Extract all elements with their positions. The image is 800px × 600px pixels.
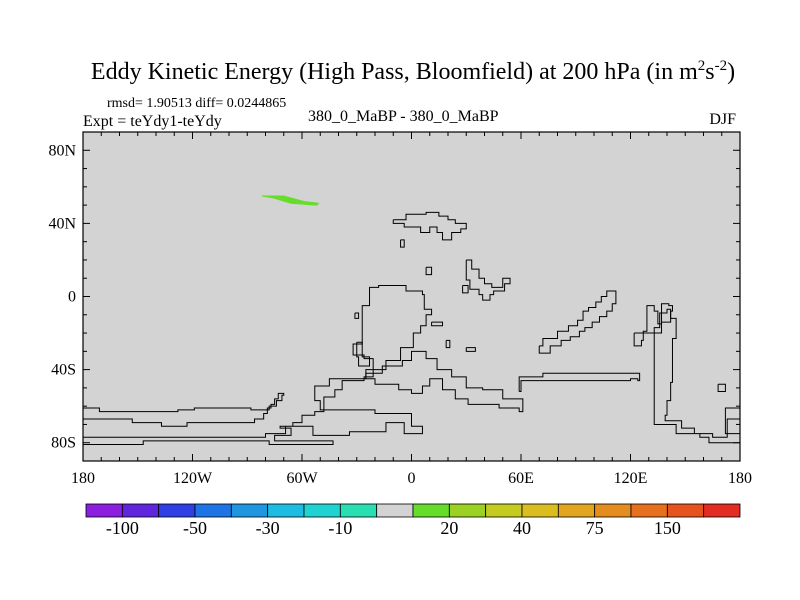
colorbar-label: -30 bbox=[256, 518, 280, 538]
coastline-1 bbox=[82, 285, 433, 446]
colorbar-swatch bbox=[303, 503, 341, 518]
coastline-4 bbox=[400, 239, 405, 248]
experiment-label: Expt = teYdy1-teYdy bbox=[83, 113, 222, 130]
colorbar-label: 75 bbox=[586, 518, 604, 538]
coastline-13 bbox=[518, 372, 641, 393]
colorbar-swatch bbox=[194, 503, 232, 518]
coastline-14 bbox=[538, 290, 617, 354]
colorbar-swatch bbox=[267, 503, 305, 518]
colorbar-swatch bbox=[630, 503, 668, 518]
coastline-9 bbox=[431, 321, 444, 327]
colorbar-label: -100 bbox=[106, 518, 139, 538]
title-sup-2: -2 bbox=[714, 58, 728, 74]
y-tick-label: 80S bbox=[51, 435, 76, 452]
coastline-8 bbox=[354, 312, 360, 319]
colorbar-swatch bbox=[412, 503, 450, 518]
coastline-6 bbox=[465, 259, 511, 301]
colorbar-swatch bbox=[594, 503, 632, 518]
colorbar-label: -10 bbox=[328, 518, 352, 538]
coastline-0 bbox=[83, 392, 285, 427]
map-background bbox=[83, 132, 740, 461]
colorbar-swatch bbox=[339, 503, 378, 518]
x-tick-label: 60E bbox=[508, 470, 534, 487]
y-tick-label: 40S bbox=[51, 362, 76, 379]
x-tick-label: 120E bbox=[614, 470, 648, 487]
colorbar-swatch bbox=[557, 503, 596, 518]
title-sup-1: 2 bbox=[697, 58, 706, 74]
colorbar-swatch bbox=[521, 503, 559, 518]
colorbar-swatch bbox=[121, 503, 160, 518]
coastline-10 bbox=[445, 339, 451, 349]
x-tick-label: 180 bbox=[728, 470, 752, 487]
coastline-11 bbox=[465, 347, 476, 352]
coastline-16 bbox=[653, 308, 741, 444]
colorbar-label: 40 bbox=[513, 518, 531, 538]
colorbar-swatch bbox=[703, 503, 741, 518]
colorbar-swatch bbox=[376, 503, 414, 518]
coastline-7 bbox=[462, 285, 469, 294]
x-tick-label: 120W bbox=[173, 470, 213, 487]
y-tick-label: 0 bbox=[68, 289, 76, 306]
x-tick-label: 180 bbox=[71, 470, 95, 487]
title-main: Eddy Kinetic Energy (High Pass, Bloomfie… bbox=[90, 59, 698, 85]
x-tick-label: 60W bbox=[286, 470, 318, 487]
coastline-5 bbox=[425, 266, 433, 276]
coastline-2 bbox=[356, 341, 371, 367]
y-tick-label: 80N bbox=[48, 142, 76, 159]
x-tick-label: 0 bbox=[408, 470, 416, 487]
title-end: ) bbox=[727, 59, 736, 85]
coastline-3 bbox=[392, 211, 467, 241]
title-mid: s bbox=[705, 59, 715, 85]
coastline-15 bbox=[633, 303, 673, 347]
colorbar-swatch bbox=[485, 503, 523, 518]
coastline-12 bbox=[365, 350, 524, 413]
colorbar-swatch bbox=[666, 503, 705, 518]
season-label: DJF bbox=[709, 111, 736, 128]
colorbar-label: 20 bbox=[440, 518, 458, 538]
colorbar-label: 150 bbox=[654, 518, 681, 538]
colorbar-swatch bbox=[158, 503, 196, 518]
colorbar-label: -50 bbox=[183, 518, 207, 538]
colorbar-swatch bbox=[230, 503, 269, 518]
anomaly-region-0 bbox=[261, 195, 320, 206]
coastline-17 bbox=[717, 383, 726, 393]
y-tick-label: 40N bbox=[48, 215, 76, 232]
figure-title: Eddy Kinetic Energy (High Pass, Bloomfie… bbox=[0, 58, 800, 86]
colorbar-swatch bbox=[448, 503, 487, 518]
colorbar-swatch bbox=[85, 503, 123, 518]
stats-label: rmsd= 1.90513 diff= 0.0244865 bbox=[107, 96, 287, 111]
cases-label: 380_0_MaBP - 380_0_MaBP bbox=[308, 108, 499, 125]
